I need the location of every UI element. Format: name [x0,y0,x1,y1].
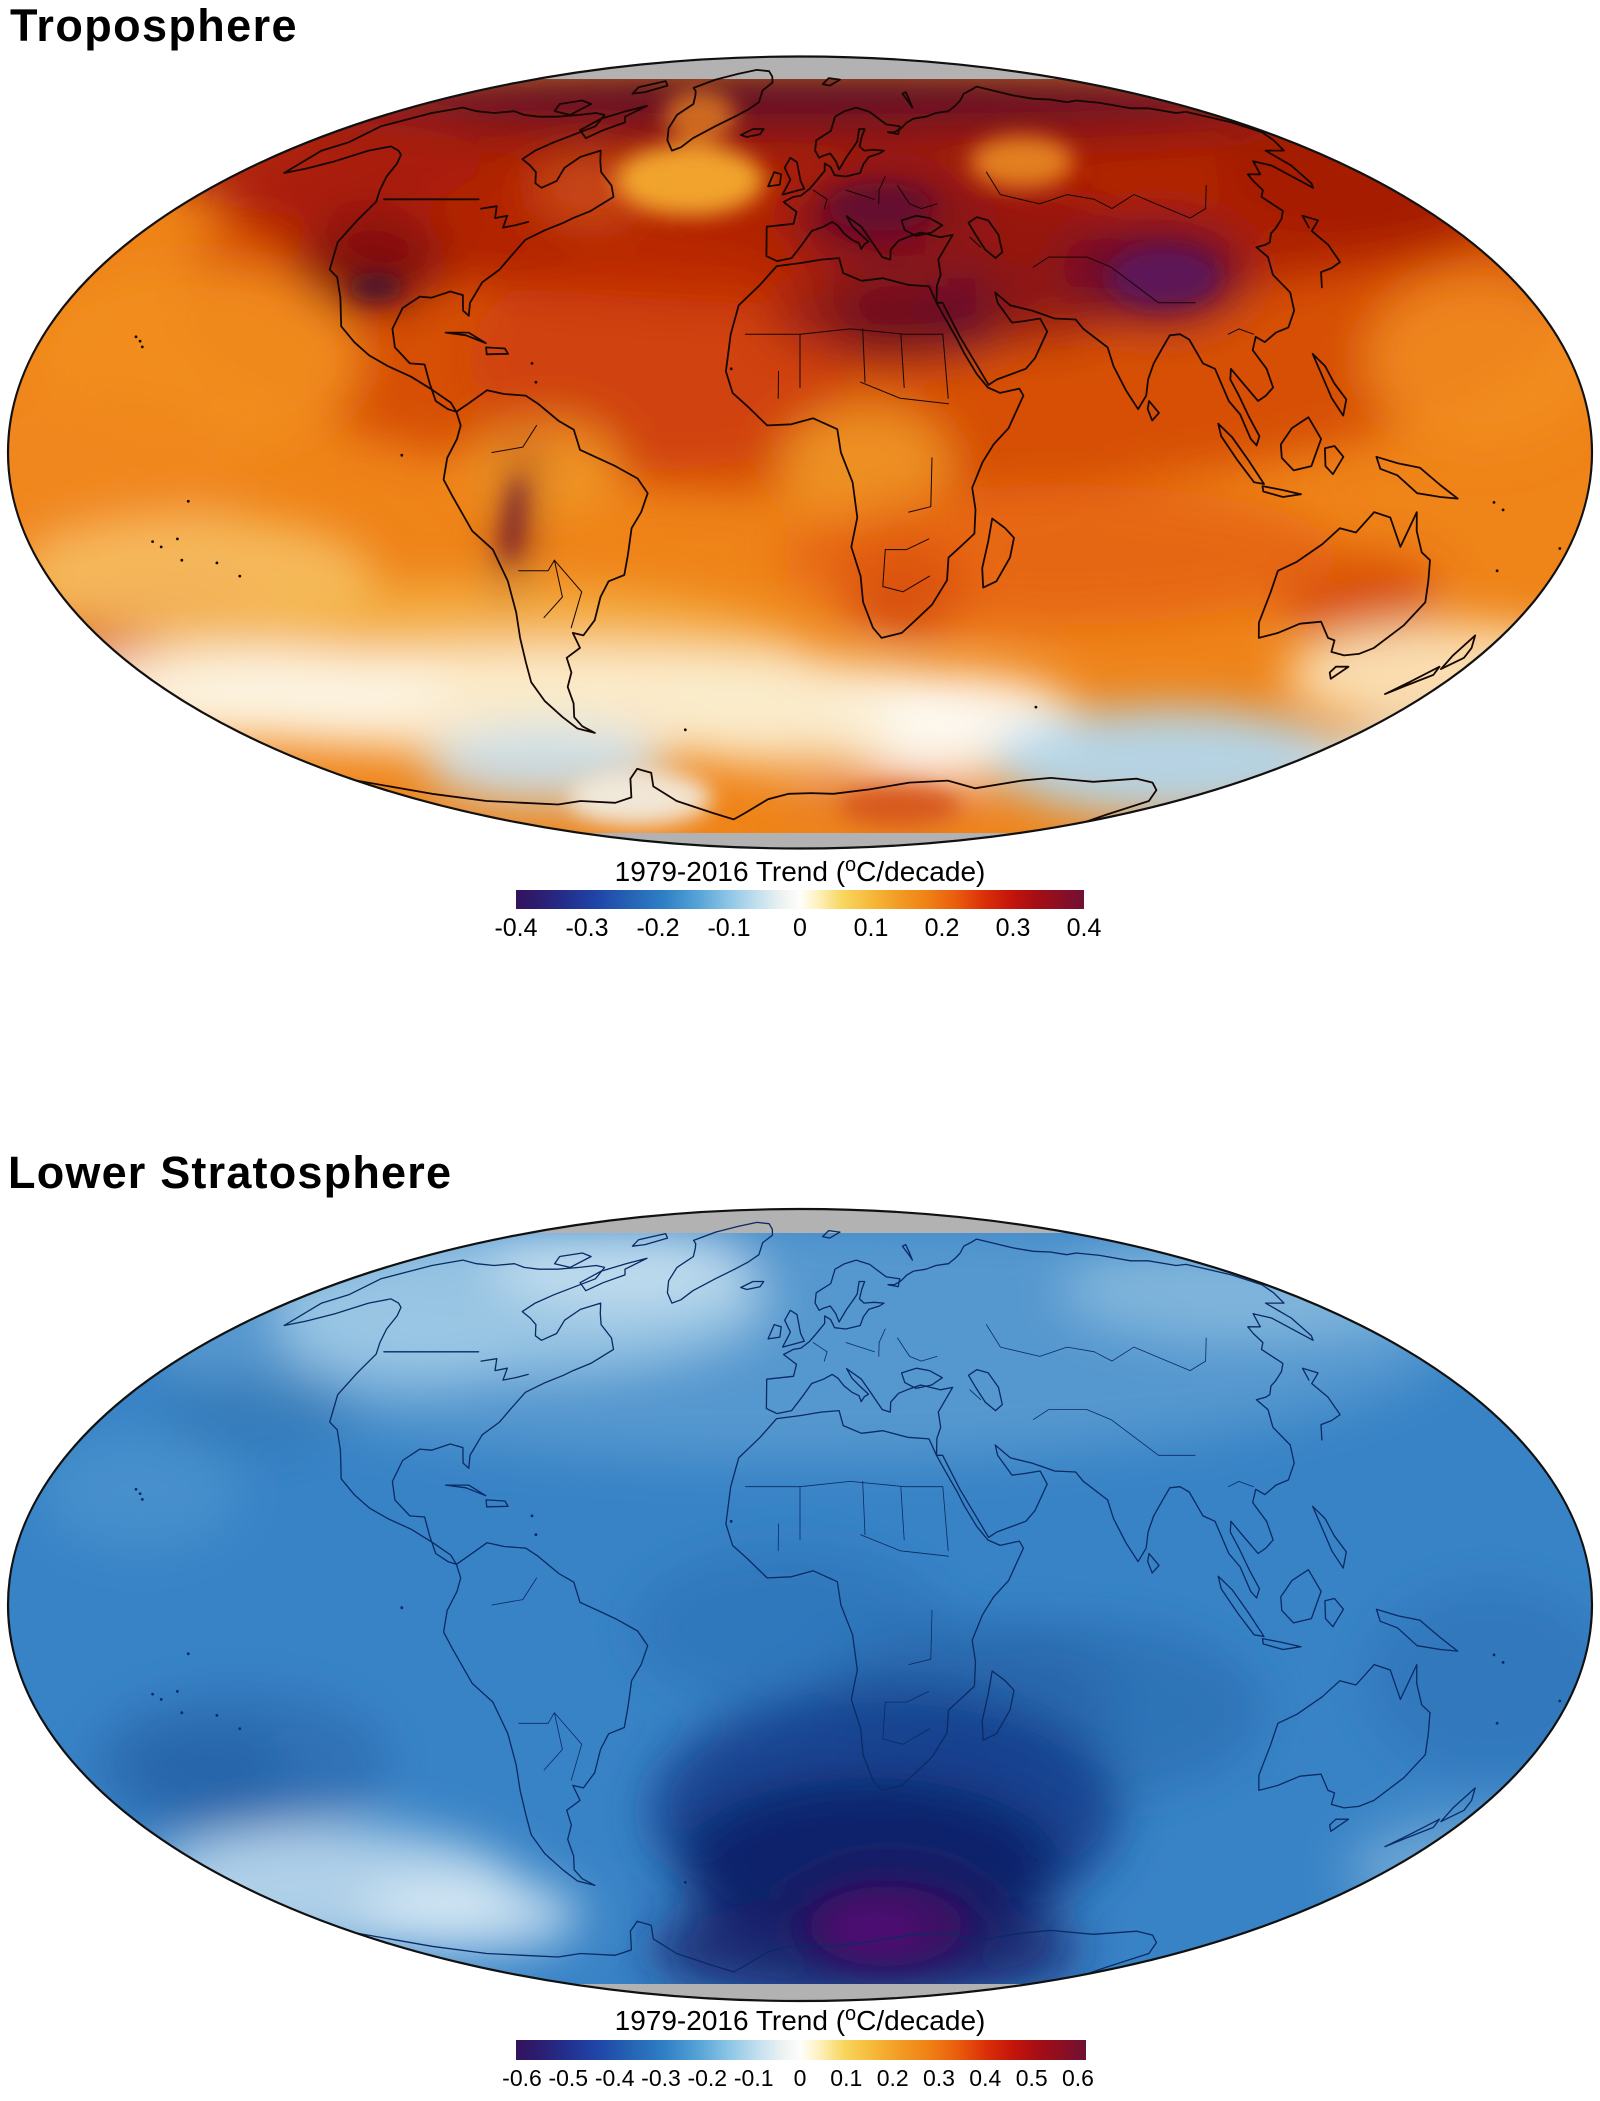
svg-text:-0.1: -0.1 [707,914,750,942]
svg-text:0: 0 [794,2065,807,2091]
svg-text:Lower Stratosphere: Lower Stratosphere [8,1147,452,1198]
svg-text:-0.3: -0.3 [565,914,608,942]
svg-text:-0.1: -0.1 [734,2065,774,2091]
svg-text:0.6: 0.6 [1062,2065,1094,2091]
svg-text:-0.4: -0.4 [595,2065,635,2091]
svg-text:-0.4: -0.4 [494,914,537,942]
svg-text:0.1: 0.1 [854,914,889,942]
svg-text:-0.5: -0.5 [548,2065,588,2091]
svg-text:0.1: 0.1 [830,2065,862,2091]
svg-text:0: 0 [793,914,807,942]
svg-text:0.3: 0.3 [923,2065,955,2091]
svg-text:0.3: 0.3 [996,914,1031,942]
svg-text:0.2: 0.2 [877,2065,909,2091]
svg-text:0.2: 0.2 [925,914,960,942]
svg-text:-0.2: -0.2 [687,2065,727,2091]
svg-text:0.5: 0.5 [1016,2065,1048,2091]
svg-text:1979-2016 Trend (oC/decade): 1979-2016 Trend (oC/decade) [615,854,986,887]
svg-text:0.4: 0.4 [969,2065,1001,2091]
svg-text:-0.6: -0.6 [502,2065,542,2091]
svg-text:1979-2016 Trend (oC/decade): 1979-2016 Trend (oC/decade) [615,2003,986,2036]
svg-text:-0.3: -0.3 [641,2065,681,2091]
svg-text:0.4: 0.4 [1067,914,1102,942]
svg-text:-0.2: -0.2 [636,914,679,942]
svg-text:Troposphere: Troposphere [10,0,298,51]
